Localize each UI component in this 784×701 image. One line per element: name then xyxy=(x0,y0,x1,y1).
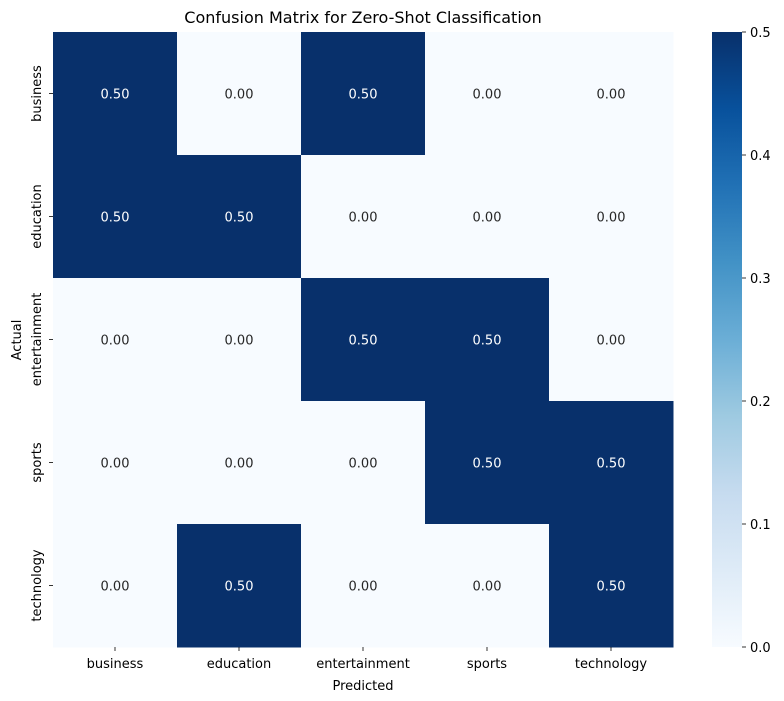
heatmap-cell xyxy=(301,32,426,156)
heatmap-cell xyxy=(301,155,426,279)
heatmap-cell xyxy=(549,155,674,279)
cell-value-label: 0.00 xyxy=(101,457,130,472)
colorbar-tick-label: 0.4 xyxy=(750,149,771,164)
heatmap-cell xyxy=(177,32,302,156)
heatmap-cell xyxy=(549,524,674,648)
colorbar-gradient xyxy=(712,32,742,647)
y-tick-label: entertainment xyxy=(30,293,45,387)
cell-value-label: 0.00 xyxy=(349,457,378,472)
cell-value-label: 0.00 xyxy=(349,211,378,226)
heatmap-cell xyxy=(177,155,302,279)
x-tick-label: business xyxy=(87,657,144,672)
colorbar-tick-label: 0.0 xyxy=(750,641,771,656)
heatmap-cell xyxy=(549,32,674,156)
heatmap-cell xyxy=(425,278,550,402)
x-axis-label: Predicted xyxy=(332,679,393,694)
cell-value-label: 0.50 xyxy=(101,88,130,103)
heatmap-cell xyxy=(53,278,178,402)
cell-value-label: 0.50 xyxy=(101,211,130,226)
y-tick-label: education xyxy=(30,184,45,249)
cell-value-label: 0.00 xyxy=(597,88,626,103)
cell-value-label: 0.00 xyxy=(473,580,502,595)
x-tick-label: technology xyxy=(575,657,647,672)
heatmap-cell xyxy=(53,401,178,525)
cell-value-label: 0.50 xyxy=(597,457,626,472)
x-tick-label: sports xyxy=(467,657,507,672)
colorbar-tick-label: 0.3 xyxy=(750,272,771,287)
x-tick-label: education xyxy=(207,657,272,672)
chart-title: Confusion Matrix for Zero-Shot Classific… xyxy=(184,8,541,27)
heatmap-cell xyxy=(301,278,426,402)
colorbar-tick-label: 0.1 xyxy=(750,518,771,533)
y-axis-label: Actual xyxy=(10,320,25,361)
heatmap-cell xyxy=(425,32,550,156)
heatmap-cell xyxy=(425,401,550,525)
colorbar-tick-label: 0.2 xyxy=(750,395,771,410)
cell-value-label: 0.00 xyxy=(473,88,502,103)
cell-value-label: 0.00 xyxy=(349,580,378,595)
cell-value-label: 0.50 xyxy=(349,88,378,103)
cell-value-label: 0.50 xyxy=(225,211,254,226)
heatmap-cell xyxy=(177,278,302,402)
heatmap-cell xyxy=(177,524,302,648)
heatmap-cell xyxy=(301,401,426,525)
cell-value-label: 0.50 xyxy=(473,334,502,349)
cell-value-label: 0.00 xyxy=(225,88,254,103)
heatmap-cell xyxy=(425,155,550,279)
cell-value-label: 0.00 xyxy=(101,580,130,595)
heatmap-cell xyxy=(425,524,550,648)
heatmap-cell xyxy=(549,278,674,402)
cell-value-label: 0.00 xyxy=(225,334,254,349)
heatmap-cell xyxy=(53,32,178,156)
cell-value-label: 0.50 xyxy=(225,580,254,595)
y-tick-label: business xyxy=(30,65,45,122)
heatmap-cell xyxy=(53,155,178,279)
x-tick-labels: business education entertainment sports tech… xyxy=(87,647,647,672)
y-tick-labels: business education entertainment sports tech… xyxy=(30,65,53,622)
heatmap-cell xyxy=(549,401,674,525)
cell-value-label: 0.50 xyxy=(349,334,378,349)
colorbar-tick-label: 0.5 xyxy=(750,26,771,41)
x-tick-label: entertainment xyxy=(316,657,410,672)
cell-value-label: 0.00 xyxy=(597,334,626,349)
cell-value-label: 0.00 xyxy=(101,334,130,349)
heatmap-cells: 0.50 0.00 0.50 0.00 0.00 0.50 0.50 0.00 0.00 0.00… xyxy=(53,32,674,648)
cell-value-label: 0.50 xyxy=(597,580,626,595)
cell-value-label: 0.00 xyxy=(597,211,626,226)
heatmap-cell xyxy=(177,401,302,525)
cell-value-label: 0.50 xyxy=(473,457,502,472)
y-tick-label: sports xyxy=(30,442,45,482)
heatmap-cell xyxy=(53,524,178,648)
cell-value-label: 0.00 xyxy=(225,457,254,472)
y-tick-label: technology xyxy=(30,549,45,621)
cell-value-label: 0.00 xyxy=(473,211,502,226)
colorbar: 0.0 0.1 0.2 0.3 0.4 0.5 xyxy=(712,26,771,656)
heatmap-cell xyxy=(301,524,426,648)
